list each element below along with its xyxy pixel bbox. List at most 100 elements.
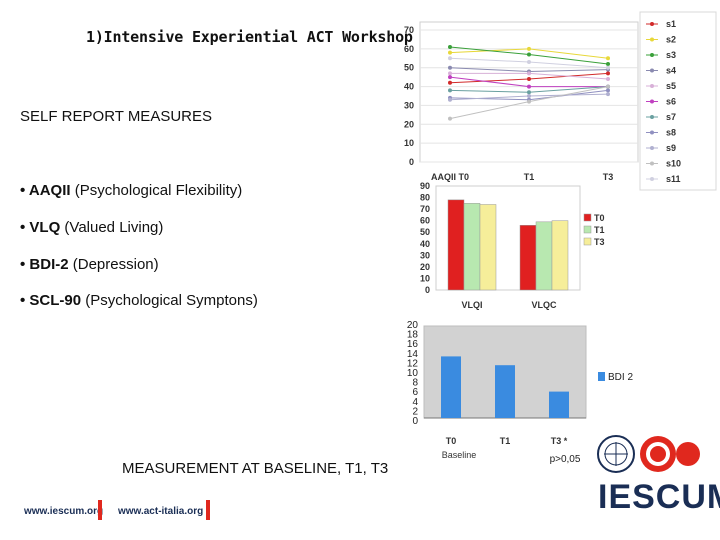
y-tick-label: 8 [412, 378, 418, 389]
y-tick-label: 40 [404, 82, 414, 92]
legend-label: s4 [666, 66, 676, 76]
x-tick-label: T1 [524, 172, 535, 182]
data-point-s1 [606, 71, 610, 76]
legend-label: s9 [666, 143, 676, 153]
legend-label: s1 [666, 19, 676, 29]
data-point-s2 [606, 56, 610, 61]
bar-t3 [549, 391, 569, 418]
data-point-s5 [606, 77, 610, 82]
y-tick-label: 0 [412, 416, 418, 427]
legend-marker-s2 [650, 37, 654, 42]
y-tick-label: 60 [420, 216, 430, 226]
legend-marker-s7 [650, 115, 654, 119]
measurement-footer: MEASUREMENT AT BASELINE, T1, T3 [122, 460, 389, 477]
y-tick-label: 18 [407, 330, 419, 341]
data-point-s11 [606, 65, 610, 70]
bar-T1 [463, 203, 481, 291]
legend-label: T0 [594, 213, 605, 223]
data-point-s1 [448, 80, 452, 85]
section-heading: SELF REPORT MEASURES [20, 108, 212, 125]
bullet-bdi: • BDI-2 (Depression) [20, 256, 159, 273]
bar-t0 [441, 356, 461, 418]
aaqii-line-chart: 0 10 20 30 40 50 60 70 AAQII T0 T1 T3 s1 s2 s3 s4 s5 s6 s… [404, 11, 717, 191]
legend-marker-s5 [650, 84, 654, 88]
bar-T3 [479, 204, 497, 291]
data-point-s2 [448, 50, 452, 55]
x-tick-label: T3 [603, 172, 614, 182]
y-tick-label: 50 [420, 227, 430, 237]
legend-label: s5 [666, 81, 676, 91]
bullet-vlq: • VLQ (Valued Living) [20, 219, 163, 236]
bullet-text: (Depression) [68, 256, 159, 273]
bar-T0 [519, 225, 537, 291]
legend-marker-s4 [650, 68, 654, 73]
bullet-bold: • SCL-90 [20, 292, 82, 309]
legend-marker-s10 [650, 161, 654, 166]
y-tick-label: 60 [404, 44, 414, 54]
x-tick-label: VLQI [461, 300, 482, 310]
y-tick-label: 20 [407, 320, 419, 331]
bar-T0 [447, 199, 465, 291]
significance-annotation: p>0,05 [550, 454, 581, 465]
y-tick-label: 10 [420, 273, 430, 283]
legend-label: s6 [666, 97, 676, 107]
legend-label: T1 [594, 225, 605, 235]
data-point-s9 [606, 92, 610, 97]
y-tick-label: 50 [404, 63, 414, 73]
data-point-s1 [527, 77, 531, 82]
y-tick-label: 30 [404, 100, 414, 110]
y-tick-label: 80 [420, 193, 430, 203]
x-tick-label: T1 [500, 436, 511, 446]
y-tick-label: 70 [420, 204, 430, 214]
x-tick-label: T0 [446, 436, 457, 446]
y-tick-label: 12 [407, 358, 419, 369]
bar-T3 [551, 220, 569, 291]
y-tick-label: 10 [404, 138, 414, 148]
legend-swatch-T0 [583, 213, 592, 222]
y-tick-label: 20 [404, 119, 414, 129]
x-axis-label: Baseline [442, 450, 477, 460]
data-point-s6 [527, 84, 531, 89]
legend-label: T3 [594, 237, 605, 247]
bullet-scl90: • SCL-90 (Psychological Symptons) [20, 292, 258, 309]
y-tick-label: 20 [420, 262, 430, 272]
legend-marker-s8 [650, 130, 654, 135]
url-act-italia[interactable]: www.act-italia.org [118, 506, 204, 517]
data-point-s10 [527, 99, 531, 104]
slide-title: 1)Intensive Experiential ACT Workshop fo… [86, 28, 519, 46]
legend-marker-s6 [650, 99, 654, 104]
y-tick-label: 30 [420, 250, 430, 260]
data-point-s9 [527, 94, 531, 98]
bullet-bold: • AAQII [20, 182, 71, 199]
legend-marker-s9 [650, 146, 654, 150]
y-tick-label: 90 [420, 181, 430, 191]
bullet-text: (Valued Living) [60, 219, 164, 236]
legend-swatch-T1 [583, 225, 592, 234]
legend-label: BDI 2 [608, 372, 633, 383]
y-tick-label: 40 [420, 239, 430, 249]
data-point-s9 [448, 97, 452, 102]
y-tick-label: 70 [404, 25, 414, 35]
legend-label: s2 [666, 35, 676, 45]
legend-label: s11 [666, 174, 681, 184]
bar-t1 [495, 365, 515, 418]
bullet-text: (Psychological Symptons) [81, 292, 258, 309]
x-tick-label: T3 * [551, 436, 568, 446]
y-tick-label: 10 [407, 368, 419, 379]
legend-marker-s1 [650, 22, 654, 26]
legend-label: s3 [666, 50, 676, 60]
y-tick-label: 6 [412, 387, 418, 398]
url-iescum[interactable]: www.iescum.org [24, 506, 104, 517]
bullet-bold: • VLQ [20, 219, 61, 236]
x-tick-label: VLQC [531, 300, 557, 310]
data-point-s3 [606, 61, 610, 66]
url-divider [98, 500, 102, 520]
iescum-logo: IESCUM [598, 478, 720, 516]
y-tick-label: 0 [409, 157, 414, 167]
bar-T1 [535, 221, 553, 291]
data-point-s2 [527, 46, 531, 51]
data-point-s7 [448, 88, 452, 93]
legend-label: s8 [666, 128, 676, 138]
